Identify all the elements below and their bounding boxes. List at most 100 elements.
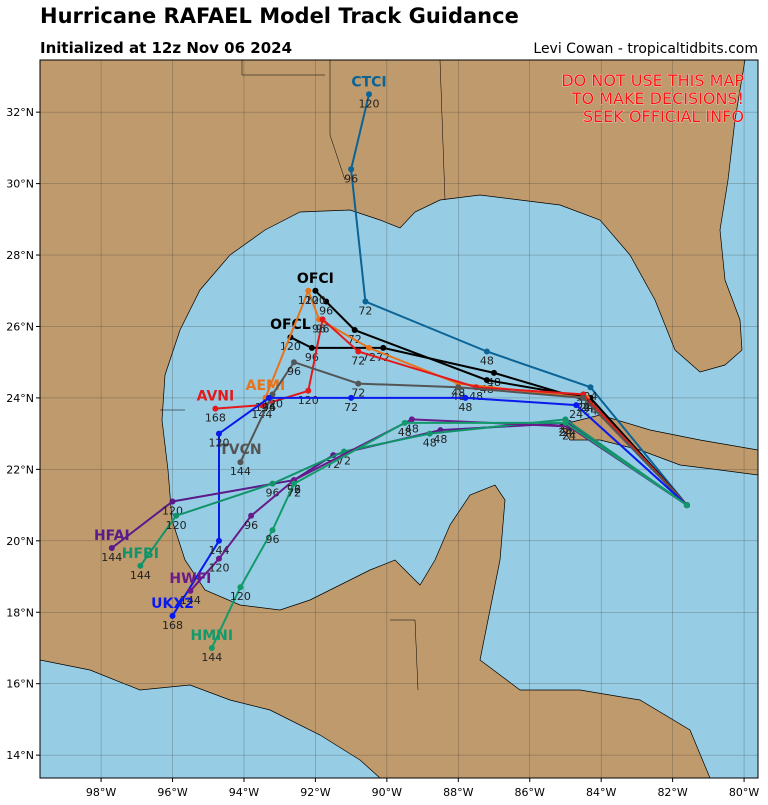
forecast-hour: 120 [166, 519, 187, 532]
track-name: HMNI [191, 628, 234, 644]
track-point [562, 419, 569, 426]
forecast-hour: 144 [251, 408, 272, 421]
forecast-hour: 48 [433, 433, 447, 446]
track-name: HFAI [94, 528, 130, 544]
track-name: CTCI [351, 74, 386, 90]
track-point [348, 394, 355, 401]
track-point [108, 544, 115, 551]
forecast-hour: 72 [351, 354, 365, 367]
x-tick-label: 88°W [443, 786, 473, 799]
warning-line: DO NOT USE THIS MAP [561, 71, 744, 90]
forecast-hour: 144 [130, 569, 151, 582]
y-tick-label: 32°N [6, 106, 34, 119]
forecast-hour: 120 [208, 562, 229, 575]
track-point [169, 612, 176, 619]
forecast-hour: 120 [298, 394, 319, 407]
track-point [455, 384, 462, 391]
warning-line: SEEK OFFICIAL INFO [583, 107, 744, 126]
track-point [312, 287, 319, 294]
track-point [355, 348, 362, 355]
track-point [483, 348, 490, 355]
y-tick-label: 24°N [6, 392, 34, 405]
track-point [305, 287, 312, 294]
forecast-hour: 144 [180, 594, 201, 607]
x-tick-label: 98°W [86, 786, 116, 799]
land [40, 60, 746, 778]
forecast-hour: 168 [205, 412, 226, 425]
track-point [355, 380, 362, 387]
forecast-hour: 48 [423, 437, 437, 450]
forecast-hour: 96 [344, 172, 358, 185]
forecast-hour: 96 [266, 533, 280, 546]
forecast-hour: 48 [405, 422, 419, 435]
forecast-hour: 144 [101, 551, 122, 564]
track-name: HFBI [122, 546, 159, 562]
forecast-hour: 96 [312, 322, 326, 335]
track-point [208, 644, 215, 651]
warning-line: TO MAKE DECISIONS! [571, 89, 744, 108]
track-name: TVCN [219, 442, 261, 458]
track-point [380, 344, 387, 351]
forecast-hour: 72 [351, 387, 365, 400]
borders [160, 60, 446, 691]
y-tick-label: 14°N [6, 749, 34, 762]
frame [39, 59, 759, 779]
x-tick-label: 90°W [372, 786, 402, 799]
map-area: 24 48 72 96 120 CTCI 24 48 72 96 120 OFCL 24 48 72 96 12… [40, 60, 758, 778]
track-name: HWFI [169, 571, 211, 587]
track-point [365, 91, 372, 98]
forecast-hour: 96 [319, 304, 333, 317]
forecast-hour: 48 [487, 376, 501, 389]
track-name: AVNI [197, 389, 235, 405]
y-tick-label: 30°N [6, 178, 34, 191]
track-point [269, 480, 276, 487]
forecast-hour: 120 [230, 590, 251, 603]
tracks: 24 48 72 96 120 CTCI 24 48 72 96 120 OFCL 24 48 72 96 12… [94, 74, 690, 664]
track-name: OFCL [270, 317, 311, 333]
forecast-hour: 168 [162, 619, 183, 632]
track-point [269, 527, 276, 534]
track-point [365, 344, 372, 351]
forecast-hour: 72 [287, 487, 301, 500]
track-point [215, 555, 222, 562]
x-tick-label: 94°W [229, 786, 259, 799]
x-tick-label: 82°W [657, 786, 687, 799]
forecast-hour: 96 [244, 519, 258, 532]
y-tick-label: 28°N [6, 249, 34, 262]
forecast-hour: 120 [358, 97, 379, 110]
track-point [265, 394, 272, 401]
forecast-hour: 48 [451, 387, 465, 400]
x-tick-label: 86°W [515, 786, 545, 799]
track-point [348, 166, 355, 173]
track-point [319, 316, 326, 323]
track-point [491, 369, 498, 376]
forecast-hour: 96 [266, 487, 280, 500]
forecast-hour: 96 [316, 322, 330, 335]
x-tick-label: 84°W [586, 786, 616, 799]
title: Hurricane RAFAEL Model Track Guidance [40, 4, 519, 28]
forecast-hour: 24 [569, 408, 583, 421]
forecast-hour: 24 [562, 430, 576, 443]
track-point [212, 405, 219, 412]
forecast-hour: 144 [208, 544, 229, 557]
forecast-hour: 48 [398, 426, 412, 439]
forecast-hour: 144 [230, 465, 251, 478]
y-tick-label: 26°N [6, 320, 34, 333]
track-name: UKX2 [151, 596, 194, 612]
forecast-hour: 72 [344, 401, 358, 414]
track-point [237, 459, 244, 466]
forecast-hour: 24 [576, 401, 590, 414]
y-tick-label: 18°N [6, 606, 34, 619]
track-point [580, 394, 587, 401]
track-line [171, 396, 688, 617]
forecast-hour: 48 [458, 401, 472, 414]
track-point [187, 587, 194, 594]
track-point [426, 430, 433, 437]
track-point [137, 562, 144, 569]
x-tick-label: 92°W [300, 786, 330, 799]
forecast-hour: 144 [201, 651, 222, 664]
forecast-hour: 48 [451, 390, 465, 403]
track-point [248, 512, 255, 519]
track-point [308, 344, 315, 351]
